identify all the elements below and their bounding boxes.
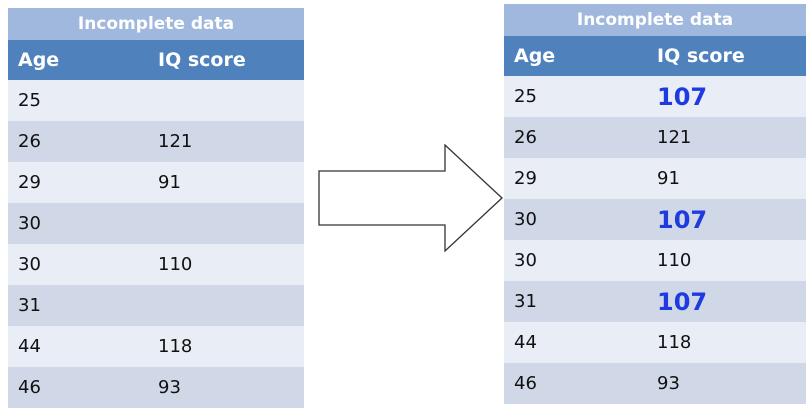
table-row: 30 107 bbox=[504, 199, 806, 240]
iq-cell: 118 bbox=[657, 332, 692, 353]
iq-cell: 110 bbox=[158, 254, 193, 275]
table-header-row: Age IQ score bbox=[8, 40, 304, 80]
column-header-age: Age bbox=[18, 49, 60, 71]
iq-cell: 93 bbox=[657, 373, 680, 394]
table-header-row: Age IQ score bbox=[504, 36, 806, 76]
age-cell: 26 bbox=[514, 127, 537, 148]
table-row: 26 121 bbox=[504, 117, 806, 158]
incomplete-data-table-left: Incomplete data Age IQ score 25 26 121 2… bbox=[8, 8, 304, 408]
table-row: 26 121 bbox=[8, 121, 304, 162]
table-row: 29 91 bbox=[8, 162, 304, 203]
table-row: 44 118 bbox=[8, 326, 304, 367]
iq-cell: 91 bbox=[657, 168, 680, 189]
table-caption: Incomplete data bbox=[8, 8, 304, 40]
iq-cell: 118 bbox=[158, 336, 193, 357]
column-header-iq-score: IQ score bbox=[158, 49, 246, 71]
age-cell: 46 bbox=[514, 373, 537, 394]
iq-cell: 93 bbox=[158, 377, 181, 398]
imputed-iq-cell: 107 bbox=[657, 82, 708, 111]
age-cell: 25 bbox=[18, 90, 41, 111]
imputed-data-table-right: Incomplete data Age IQ score 25 107 26 1… bbox=[504, 4, 806, 404]
iq-cell: 110 bbox=[657, 250, 692, 271]
age-cell: 44 bbox=[514, 332, 537, 353]
age-cell: 30 bbox=[18, 254, 41, 275]
age-cell: 31 bbox=[18, 295, 41, 316]
column-header-iq-score: IQ score bbox=[657, 45, 745, 67]
table-row: 46 93 bbox=[8, 367, 304, 408]
age-cell: 30 bbox=[18, 213, 41, 234]
table-caption: Incomplete data bbox=[504, 4, 806, 36]
table-row: 25 107 bbox=[504, 76, 806, 117]
age-cell: 46 bbox=[18, 377, 41, 398]
table-row: 31 107 bbox=[504, 281, 806, 322]
age-cell: 25 bbox=[514, 86, 537, 107]
age-cell: 29 bbox=[514, 168, 537, 189]
column-header-age: Age bbox=[514, 45, 556, 67]
iq-cell: 121 bbox=[158, 131, 193, 152]
age-cell: 31 bbox=[514, 291, 537, 312]
age-cell: 44 bbox=[18, 336, 41, 357]
table-row: 44 118 bbox=[504, 322, 806, 363]
table-row: 31 bbox=[8, 285, 304, 326]
age-cell: 30 bbox=[514, 250, 537, 271]
age-cell: 29 bbox=[18, 172, 41, 193]
age-cell: 30 bbox=[514, 209, 537, 230]
table-row: 30 bbox=[8, 203, 304, 244]
imputed-iq-cell: 107 bbox=[657, 205, 708, 234]
table-row: 25 bbox=[8, 80, 304, 121]
table-row: 29 91 bbox=[504, 158, 806, 199]
table-row: 30 110 bbox=[8, 244, 304, 285]
imputed-iq-cell: 107 bbox=[657, 287, 708, 316]
iq-cell: 121 bbox=[657, 127, 692, 148]
age-cell: 26 bbox=[18, 131, 41, 152]
iq-cell: 91 bbox=[158, 172, 181, 193]
right-arrow-icon bbox=[318, 144, 503, 252]
table-row: 30 110 bbox=[504, 240, 806, 281]
table-row: 46 93 bbox=[504, 363, 806, 404]
